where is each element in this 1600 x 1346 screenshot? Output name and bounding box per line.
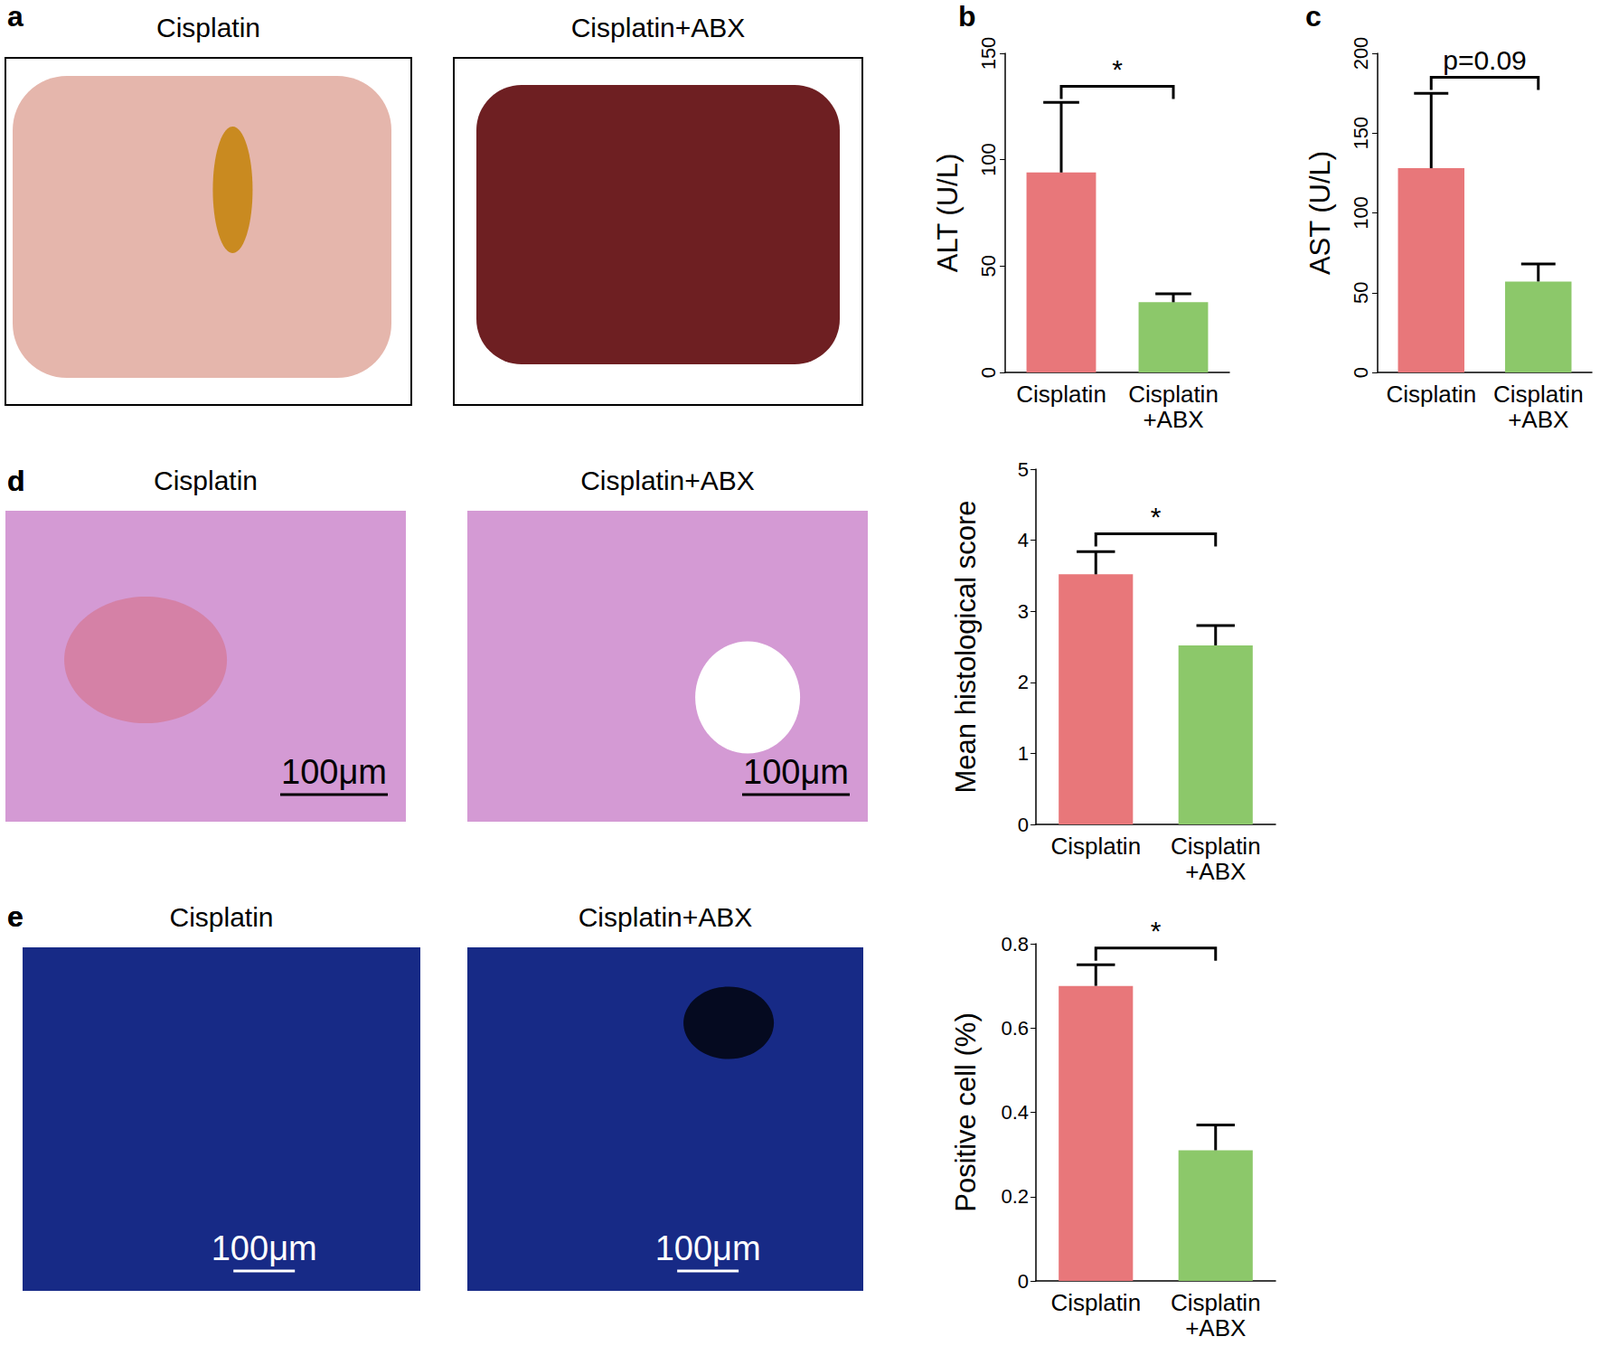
svg-text:0.6: 0.6 bbox=[1000, 1016, 1029, 1040]
svg-text:Cisplatin: Cisplatin bbox=[156, 12, 261, 43]
svg-text:+ABX: +ABX bbox=[1185, 857, 1246, 885]
svg-text:150: 150 bbox=[1349, 116, 1373, 151]
svg-text:Cisplatin: Cisplatin bbox=[169, 902, 273, 932]
svg-text:200: 200 bbox=[1349, 37, 1373, 71]
svg-text:*: * bbox=[1111, 54, 1123, 85]
svg-text:0: 0 bbox=[1017, 1270, 1029, 1293]
svg-text:Cisplatin: Cisplatin bbox=[1170, 832, 1262, 860]
svg-text:+ABX: +ABX bbox=[1142, 405, 1204, 433]
svg-text:Mean histological score: Mean histological score bbox=[950, 500, 982, 794]
svg-text:0: 0 bbox=[1349, 367, 1373, 378]
svg-text:ALT (U/L): ALT (U/L) bbox=[931, 153, 964, 273]
svg-text:100μm: 100μm bbox=[743, 752, 849, 791]
svg-text:+ABX: +ABX bbox=[1185, 1314, 1246, 1342]
svg-text:Cisplatin+ABX: Cisplatin+ABX bbox=[578, 902, 753, 932]
svg-text:Cisplatin: Cisplatin bbox=[1170, 1289, 1262, 1317]
svg-text:Cisplatin: Cisplatin bbox=[1016, 380, 1107, 408]
svg-text:1: 1 bbox=[1017, 742, 1029, 765]
svg-text:5: 5 bbox=[1017, 458, 1029, 481]
svg-text:e: e bbox=[7, 900, 24, 933]
svg-text:p=0.09: p=0.09 bbox=[1442, 45, 1527, 76]
svg-text:Cisplatin+ABX: Cisplatin+ABX bbox=[571, 12, 746, 43]
svg-text:b: b bbox=[958, 0, 977, 33]
svg-text:Cisplatin: Cisplatin bbox=[1128, 380, 1219, 408]
svg-text:Cisplatin+ABX: Cisplatin+ABX bbox=[580, 465, 755, 496]
svg-text:4: 4 bbox=[1017, 528, 1029, 552]
svg-text:a: a bbox=[7, 0, 24, 33]
svg-text:2: 2 bbox=[1017, 670, 1029, 694]
svg-text:100: 100 bbox=[1349, 196, 1373, 230]
svg-text:0: 0 bbox=[977, 367, 1000, 378]
svg-text:150: 150 bbox=[977, 37, 1000, 71]
svg-text:Cisplatin: Cisplatin bbox=[153, 465, 258, 496]
svg-text:Cisplatin: Cisplatin bbox=[1050, 832, 1141, 860]
svg-text:*: * bbox=[1150, 915, 1162, 946]
svg-text:100μm: 100μm bbox=[281, 752, 387, 791]
svg-text:50: 50 bbox=[1349, 282, 1373, 304]
svg-text:50: 50 bbox=[977, 254, 1000, 277]
svg-text:100: 100 bbox=[977, 142, 1000, 177]
svg-text:c: c bbox=[1305, 0, 1322, 33]
svg-text:0: 0 bbox=[1017, 813, 1029, 837]
svg-text:Cisplatin: Cisplatin bbox=[1385, 380, 1477, 408]
svg-text:0.8: 0.8 bbox=[1000, 932, 1029, 956]
svg-text:*: * bbox=[1150, 501, 1162, 532]
svg-text:100μm: 100μm bbox=[211, 1229, 318, 1268]
svg-text:Cisplatin: Cisplatin bbox=[1493, 380, 1584, 408]
svg-text:Cisplatin: Cisplatin bbox=[1050, 1289, 1141, 1317]
svg-text:d: d bbox=[7, 464, 26, 498]
svg-text:+ABX: +ABX bbox=[1507, 405, 1569, 433]
svg-text:3: 3 bbox=[1017, 600, 1029, 623]
svg-text:100μm: 100μm bbox=[655, 1229, 762, 1268]
svg-text:Positive cell (%): Positive cell (%) bbox=[950, 1012, 982, 1213]
svg-text:e: e bbox=[7, 900, 24, 933]
svg-text:d: d bbox=[7, 464, 26, 498]
svg-text:0.4: 0.4 bbox=[1000, 1101, 1029, 1124]
svg-text:AST (U/L): AST (U/L) bbox=[1304, 150, 1337, 275]
svg-text:0.2: 0.2 bbox=[1000, 1185, 1029, 1208]
